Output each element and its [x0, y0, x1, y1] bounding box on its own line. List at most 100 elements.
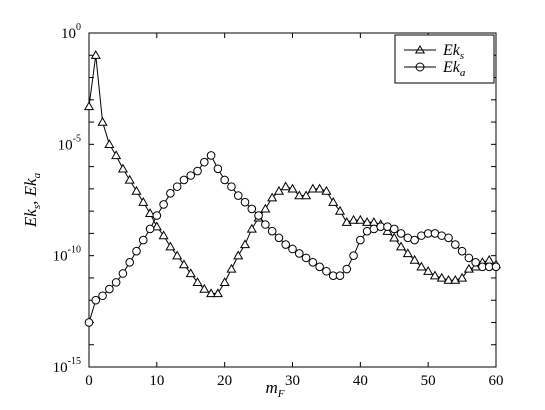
data-point-triangle — [226, 263, 237, 273]
data-point-circle — [213, 164, 223, 174]
data-point-circle — [322, 266, 331, 276]
data-point-circle — [179, 175, 189, 185]
data-point-circle — [233, 191, 243, 200]
data-point-triangle — [138, 197, 149, 206]
data-point-triangle — [457, 272, 468, 282]
x-tick-label: 30 — [285, 373, 300, 389]
data-point-triangle — [97, 116, 108, 126]
x-axis-label-text: mF — [265, 378, 284, 400]
data-point-circle — [138, 235, 148, 245]
data-point-circle — [254, 211, 263, 220]
data-point-circle — [451, 240, 460, 249]
data-point-triangle — [423, 266, 434, 275]
data-point-circle — [193, 166, 202, 176]
data-point-circle — [274, 233, 284, 243]
data-point-triangle — [172, 250, 183, 260]
data-point-circle — [200, 157, 209, 167]
data-point-triangle — [314, 183, 325, 193]
x-tick-label: 50 — [421, 373, 436, 389]
data-point-circle — [308, 258, 318, 267]
data-point-circle — [247, 204, 257, 214]
data-point-circle — [111, 278, 121, 287]
data-point-circle — [145, 224, 155, 234]
legend-circle-marker — [415, 62, 425, 72]
data-point-triangle — [260, 203, 271, 213]
series-layer — [83, 50, 502, 327]
x-axis-label-main: m — [265, 378, 277, 397]
x-tick-label: 10 — [149, 373, 164, 389]
data-point-circle — [98, 291, 107, 301]
data-point-circle — [396, 229, 406, 238]
data-point-triangle — [219, 277, 230, 287]
data-point-circle — [132, 246, 141, 256]
y-tick-label: 10-5 — [58, 133, 81, 153]
data-point-triangle — [287, 183, 298, 193]
data-point-circle — [349, 251, 358, 260]
data-point-circle — [410, 235, 419, 245]
data-point-triangle — [185, 268, 196, 278]
legend-label-eka: Eka — [442, 59, 466, 79]
ticks: 0 10 20 30 40 50 60 100 10-5 10-10 10-15 — [53, 22, 504, 389]
data-point-triangle — [144, 208, 156, 218]
data-point-triangle — [151, 221, 162, 231]
data-point-circle — [220, 175, 229, 185]
data-point-triangle — [131, 185, 142, 195]
data-point-triangle — [192, 277, 203, 287]
data-point-triangle — [206, 288, 217, 298]
data-point-circle — [261, 220, 270, 229]
y-tick-label: 100 — [61, 22, 81, 42]
data-point-triangle — [355, 214, 366, 224]
data-point-triangle — [124, 174, 135, 184]
data-point-circle — [186, 171, 196, 180]
data-point-triangle — [239, 239, 251, 249]
series-line-s — [88, 55, 497, 295]
data-point-triangle — [158, 230, 169, 240]
data-point-triangle — [301, 190, 312, 200]
data-point-triangle — [111, 150, 122, 160]
y-tick-label: 10-10 — [53, 245, 81, 265]
series-a — [84, 151, 501, 327]
data-point-triangle — [212, 288, 223, 298]
data-point-triangle — [402, 248, 413, 258]
data-point-triangle — [368, 217, 379, 226]
data-point-circle — [444, 233, 453, 243]
data-point-triangle — [416, 261, 427, 271]
legend: Eks Eka — [394, 34, 495, 84]
data-point-circle — [118, 269, 128, 278]
data-point-triangle — [233, 250, 244, 260]
data-point-triangle — [246, 223, 257, 233]
data-point-triangle — [321, 185, 332, 195]
data-point-triangle — [280, 181, 291, 191]
data-point-triangle — [362, 217, 373, 226]
data-point-circle — [125, 258, 134, 267]
data-point-circle — [84, 318, 94, 327]
data-point-triangle — [104, 139, 115, 148]
data-point-circle — [457, 246, 467, 256]
x-tick-label: 20 — [217, 373, 232, 389]
data-point-circle — [91, 295, 101, 305]
x-tick-label: 60 — [489, 373, 504, 389]
data-point-triangle — [395, 241, 407, 251]
data-point-circle — [166, 189, 175, 198]
data-point-triangle — [484, 254, 495, 264]
data-point-circle — [152, 211, 162, 220]
data-point-circle — [335, 271, 345, 281]
data-point-circle — [288, 244, 297, 254]
data-point-triangle — [273, 185, 284, 195]
data-point-triangle — [348, 214, 359, 224]
data-point-triangle — [83, 101, 95, 111]
data-point-circle — [105, 284, 114, 294]
data-point-triangle — [90, 50, 101, 59]
data-point-circle — [206, 151, 216, 160]
data-point-triangle — [294, 190, 305, 200]
data-point-triangle — [307, 183, 318, 193]
x-tick-label: 40 — [353, 373, 368, 389]
legend-label-eks: Eks — [442, 42, 464, 62]
data-point-circle — [240, 197, 250, 207]
y-tick-label: 10-15 — [53, 356, 81, 376]
x-tick-label: 0 — [85, 373, 93, 389]
data-point-circle — [159, 200, 168, 209]
data-point-triangle — [334, 205, 346, 215]
data-point-circle — [389, 224, 399, 234]
